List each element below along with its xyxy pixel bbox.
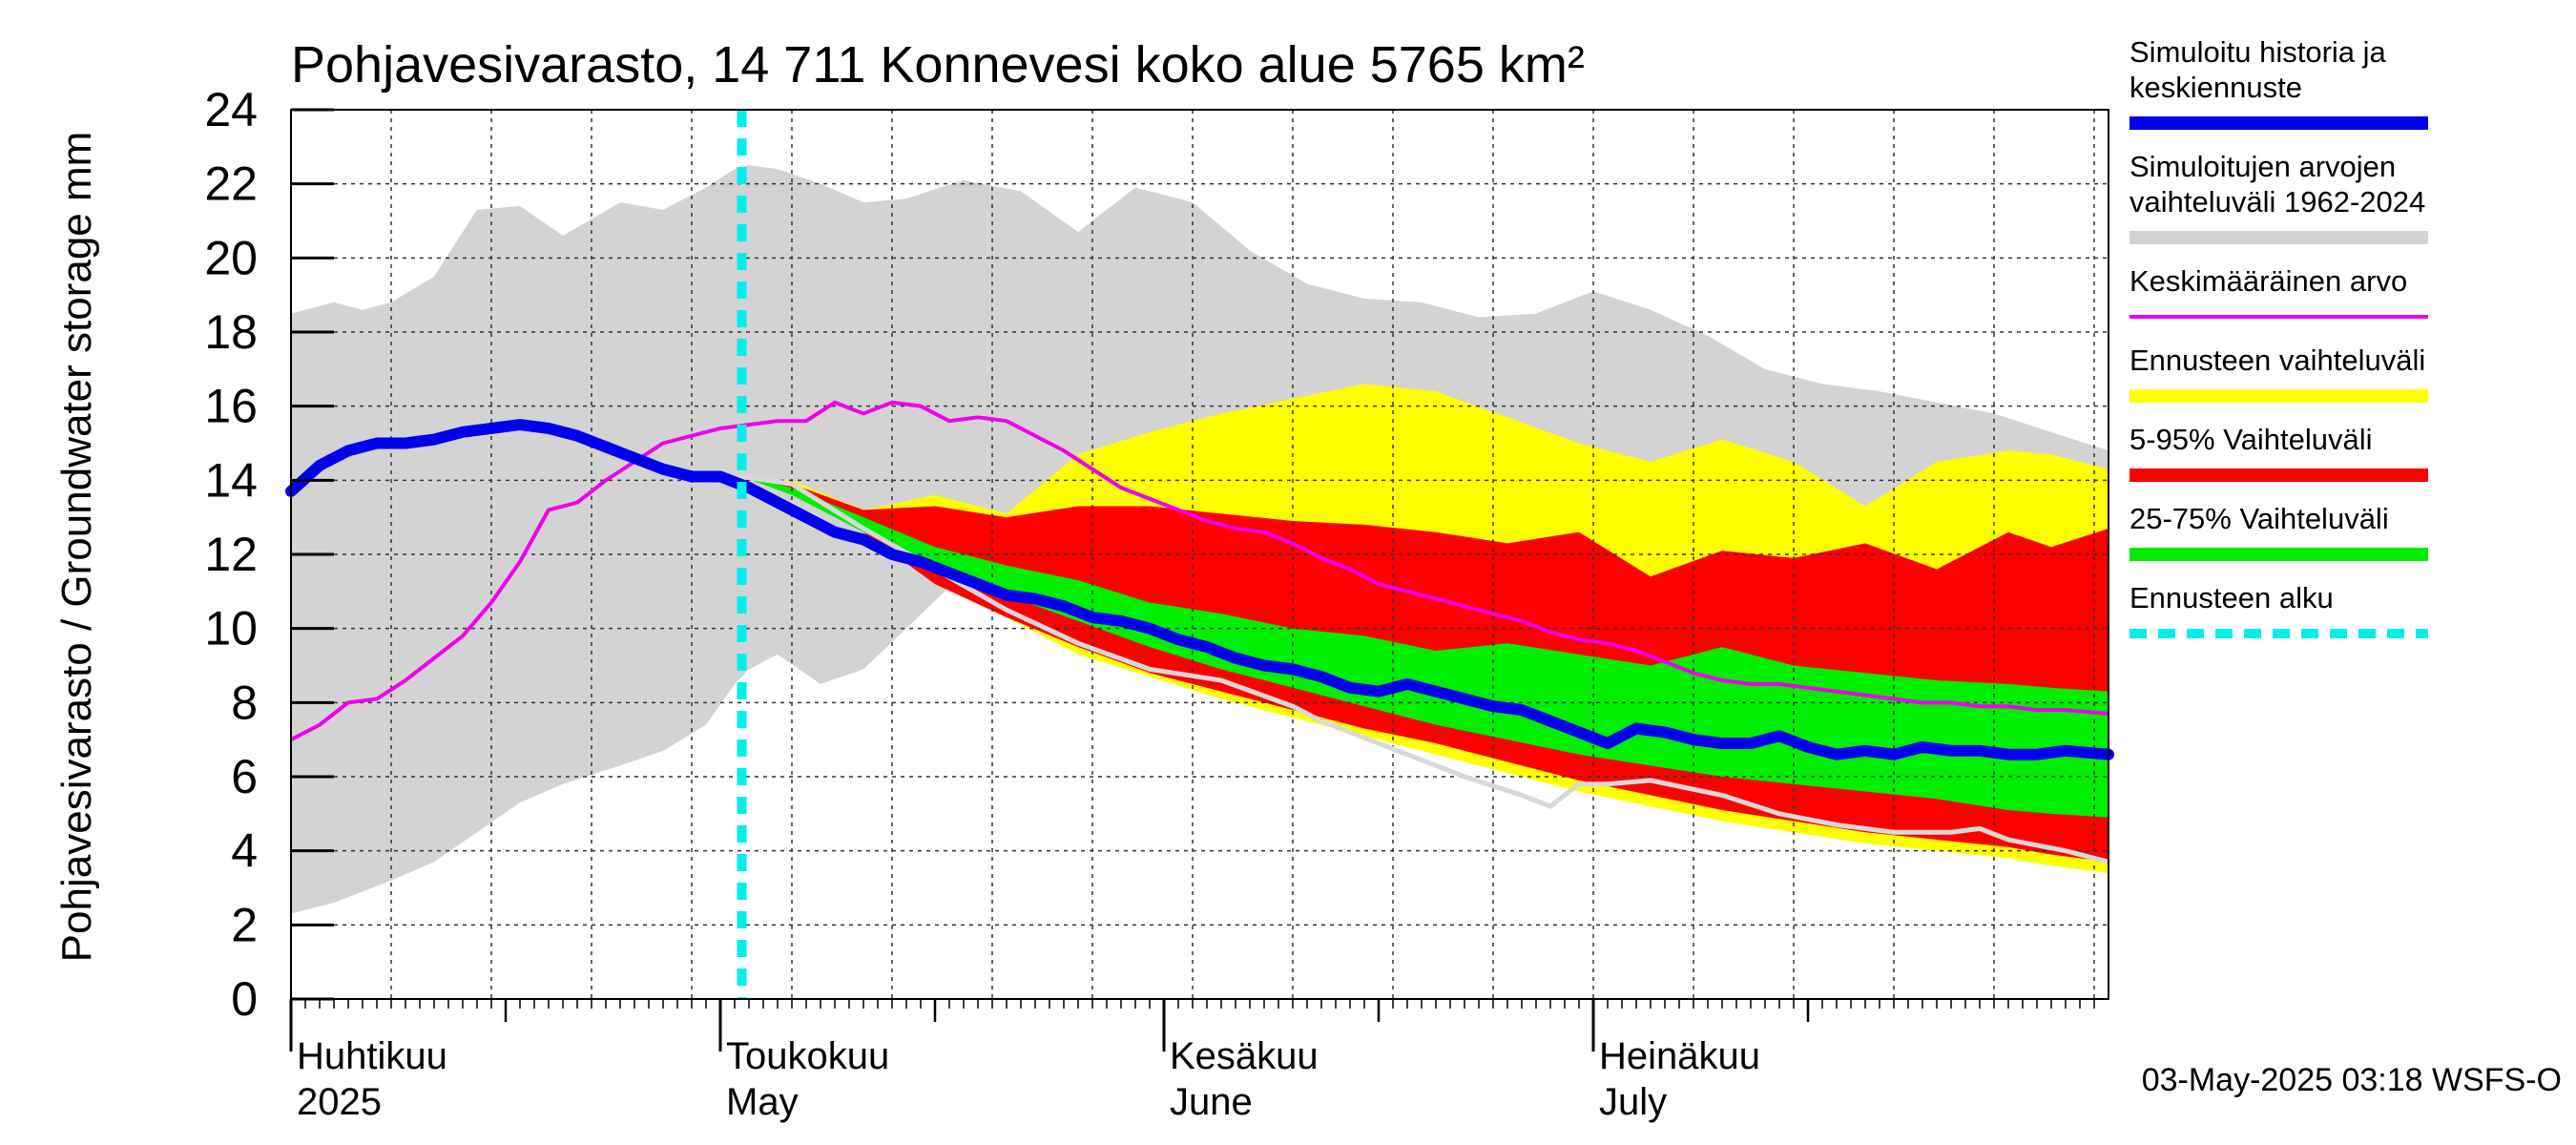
chart-title: Pohjavesivarasto, 14 711 Konnevesi koko … <box>291 36 1585 94</box>
legend-label: Simuloitu historia ja <box>2129 35 2387 69</box>
y-tick-label: 16 <box>204 380 258 433</box>
legend-label: vaihteluväli 1962-2024 <box>2129 185 2425 219</box>
y-tick-label: 14 <box>204 453 258 507</box>
simulated-gray-line <box>741 473 2109 864</box>
legend-label: 5-95% Vaihteluväli <box>2129 423 2372 456</box>
y-tick-label: 20 <box>204 231 258 284</box>
x-month-label-en: 2025 <box>297 1081 382 1123</box>
x-month-label-fi: Toukokuu <box>726 1035 889 1077</box>
y-axis-label: Pohjavesivarasto / Groundwater storage m… <box>53 132 100 963</box>
legend-label: keskiennuste <box>2129 71 2302 104</box>
x-month-label-en: June <box>1170 1081 1253 1123</box>
x-month-label-fi: Huhtikuu <box>297 1035 447 1077</box>
legend-label: Simuloitujen arvojen <box>2129 150 2396 183</box>
timestamp-footer: 03-May-2025 03:18 WSFS-O <box>2142 1062 2562 1098</box>
y-tick-label: 2 <box>231 898 258 951</box>
y-tick-label: 10 <box>204 602 258 656</box>
legend-label: Ennusteen vaihteluväli <box>2129 344 2425 377</box>
y-tick-label: 22 <box>204 157 258 211</box>
y-tick-label: 4 <box>231 824 258 878</box>
legend-label: Ennusteen alku <box>2129 581 2334 614</box>
legend-label: Keskimääräinen arvo <box>2129 264 2407 298</box>
x-month-label-en: May <box>726 1081 799 1123</box>
plot-area: 024681012141618202224Huhtikuu2025Toukoku… <box>204 83 2114 1123</box>
x-month-label-en: July <box>1599 1081 1667 1123</box>
x-month-label-fi: Heinäkuu <box>1599 1035 1760 1077</box>
simulated-history-forecast-line <box>285 419 2114 760</box>
mean-value-line <box>290 400 2109 741</box>
y-tick-label: 12 <box>204 528 258 581</box>
y-tick-label: 0 <box>231 972 258 1026</box>
legend-label: 25-75% Vaihteluväli <box>2129 502 2389 535</box>
y-tick-label: 18 <box>204 305 258 359</box>
x-month-label-fi: Kesäkuu <box>1170 1035 1319 1077</box>
y-tick-label: 6 <box>231 750 258 803</box>
y-tick-label: 8 <box>231 676 258 729</box>
p25-75-band <box>741 476 2109 818</box>
y-tick-label: 24 <box>204 83 258 136</box>
